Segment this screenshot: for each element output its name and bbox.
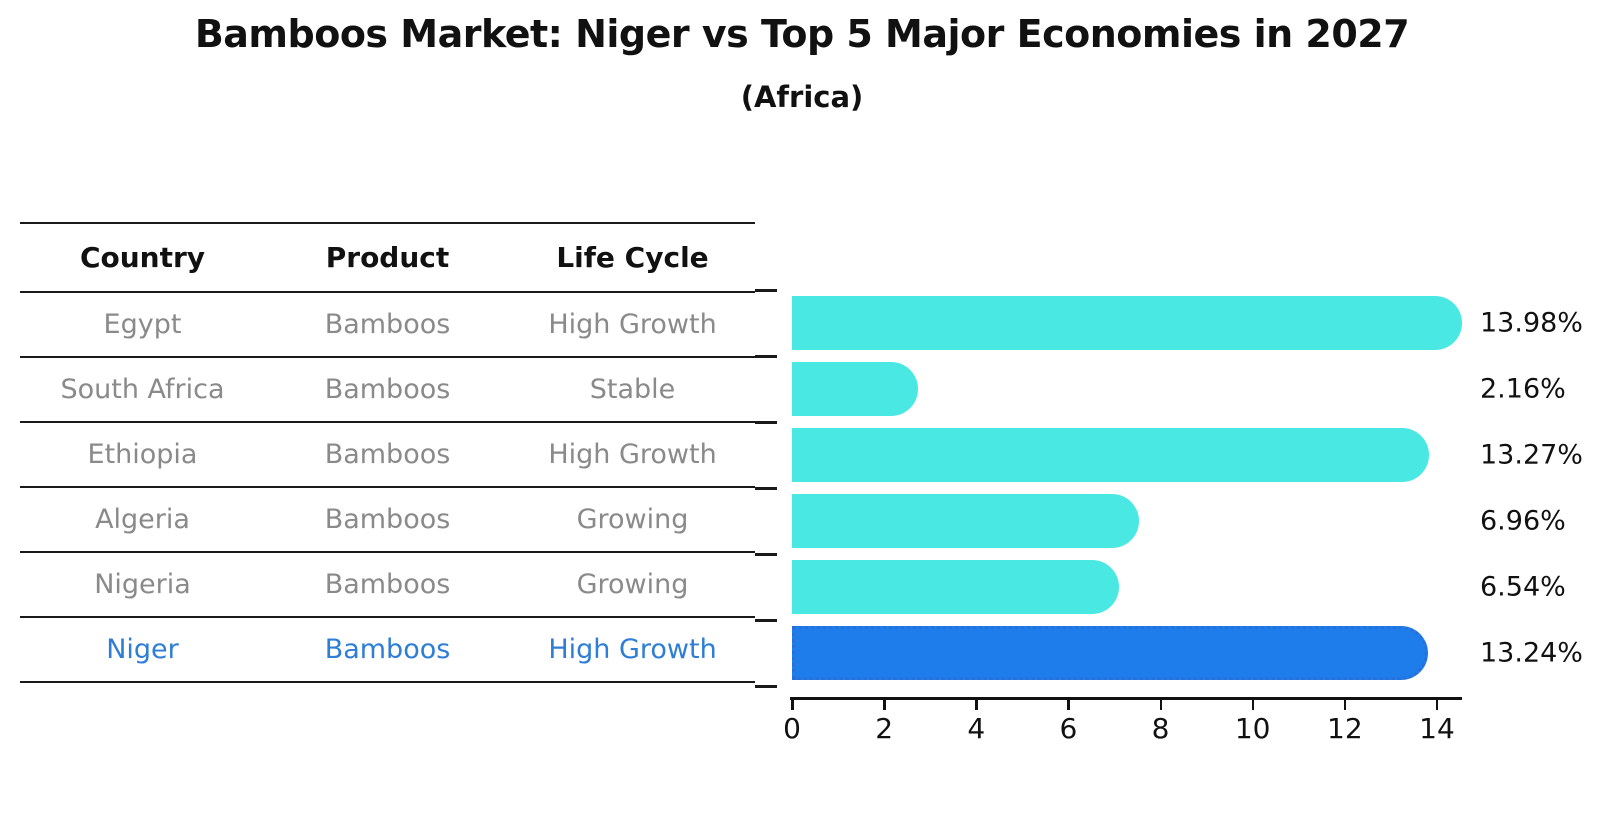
bar-value-label: 13.27%	[1480, 439, 1583, 471]
x-axis-tick	[791, 700, 794, 710]
bar-south-africa	[792, 362, 918, 416]
table-cell-product: Bamboos	[324, 569, 451, 600]
table-cell-life-cycle: High Growth	[548, 439, 717, 470]
y-axis-tick	[755, 619, 777, 622]
table-row-niger: Niger Bamboos High Growth	[20, 618, 755, 683]
x-axis-tick	[1343, 700, 1347, 710]
table-cell-life-cycle: Stable	[589, 374, 676, 405]
bar-algeria	[792, 494, 1139, 548]
chart-subtitle: (Africa)	[740, 80, 864, 114]
bar-ethiopia	[792, 428, 1429, 482]
x-axis-tick-label: 6	[1059, 712, 1078, 745]
x-axis-tick-label: 0	[783, 712, 801, 745]
table-cell-product: Bamboos	[324, 374, 451, 405]
table-cell-country: Niger	[106, 634, 179, 665]
table-cell-country: Algeria	[95, 504, 190, 535]
x-axis-tick	[883, 700, 886, 710]
y-axis-tick	[755, 421, 777, 424]
table-row-ethiopia: Ethiopia Bamboos High Growth	[20, 423, 755, 488]
chart-title: Bamboos Market: Niger vs Top 5 Major Eco…	[194, 12, 1410, 56]
table-header-country: Country	[79, 241, 206, 274]
table-cell-product: Bamboos	[324, 634, 451, 665]
y-axis-tick	[755, 685, 777, 688]
x-axis-tick	[975, 700, 978, 710]
bar-value-label: 6.54%	[1480, 571, 1566, 603]
x-axis-tick-label: 8	[1151, 712, 1170, 745]
table-row-algeria: Algeria Bamboos Growing	[20, 488, 755, 553]
bar-egypt	[792, 296, 1462, 350]
table-header-life-cycle: Life Cycle	[556, 241, 709, 274]
bar-value-label: 13.24%	[1480, 637, 1583, 669]
bar-value-label: 6.96%	[1480, 505, 1566, 537]
x-axis-tick-label: 14	[1419, 712, 1455, 745]
table-cell-life-cycle: High Growth	[548, 309, 717, 340]
table-cell-life-cycle: Growing	[576, 504, 689, 535]
table-header-row: Country Product Life Cycle	[20, 224, 755, 293]
x-axis-tick	[1435, 700, 1439, 710]
x-axis-tick	[1067, 700, 1070, 710]
table-cell-product: Bamboos	[324, 439, 451, 470]
table-cell-product: Bamboos	[324, 504, 451, 535]
table-cell-life-cycle: High Growth	[548, 634, 717, 665]
y-axis-tick	[755, 289, 777, 292]
y-axis-tick	[755, 355, 777, 358]
bar-chart-plot: 13.98% 2.16% 13.27% 6.96% 6.54% 13.24% 0 2 4 6 8 10…	[755, 289, 1583, 745]
table-header-product: Product	[325, 241, 450, 274]
table-cell-country: South Africa	[60, 374, 225, 405]
bar-value-label: 13.98%	[1480, 307, 1583, 339]
x-axis-tick-label: 12	[1327, 712, 1363, 745]
table-body: Egypt Bamboos High Growth South Africa Bambo…	[20, 293, 755, 683]
table-cell-country: Nigeria	[94, 569, 191, 600]
x-axis-tick-label: 4	[967, 712, 986, 745]
y-axis-tick	[755, 487, 777, 490]
x-axis-tick	[1159, 700, 1163, 710]
bar-nigeria	[792, 560, 1119, 614]
x-axis-line	[790, 697, 1462, 700]
table-row-south-africa: South Africa Bamboos Stable	[20, 358, 755, 423]
table-cell-life-cycle: Growing	[576, 569, 689, 600]
table-cell-country: Egypt	[103, 309, 182, 340]
x-axis-tick-label: 2	[875, 712, 894, 745]
bar-niger	[792, 626, 1428, 680]
x-axis-tick-label: 10	[1234, 712, 1271, 745]
bar-value-label: 2.16%	[1480, 373, 1566, 405]
x-axis-tick	[1251, 700, 1255, 710]
country-table: Country Product Life Cycle Egypt Bamboos H…	[20, 222, 755, 683]
table-cell-product: Bamboos	[324, 309, 451, 340]
table-cell-country: Ethiopia	[87, 439, 198, 470]
table-row-egypt: Egypt Bamboos High Growth	[20, 293, 755, 358]
y-axis-tick	[755, 553, 777, 556]
table-row-nigeria: Nigeria Bamboos Growing	[20, 553, 755, 618]
